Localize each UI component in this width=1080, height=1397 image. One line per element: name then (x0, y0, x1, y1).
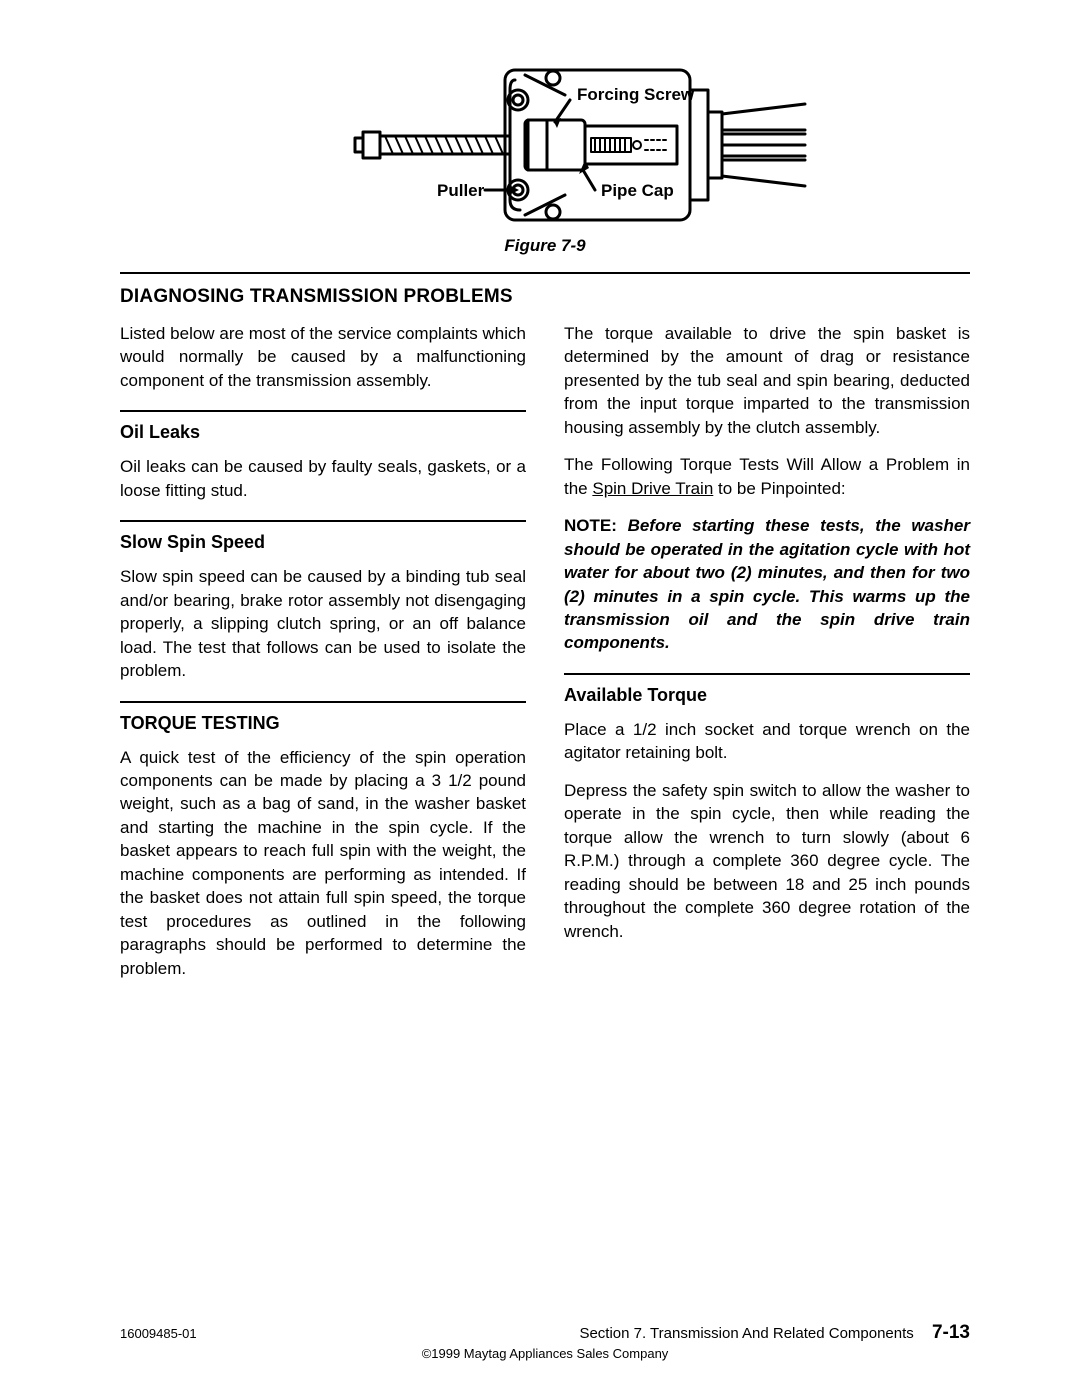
footer-page-number: 7-13 (932, 1322, 970, 1343)
note-body: Before starting these tests, the washer … (564, 516, 970, 652)
label-puller: Puller (437, 181, 485, 200)
left-column: Listed below are most of the service com… (120, 322, 526, 994)
label-forcing-screw: Forcing Screw (577, 85, 695, 104)
rule-col (120, 701, 526, 703)
available-torque-p2: Depress the safety spin switch to allow … (564, 779, 970, 943)
spin-drive-train-underline: Spin Drive Train (592, 479, 713, 498)
note-paragraph: NOTE: Before starting these tests, the w… (564, 514, 970, 655)
service-manual-page: Forcing Screw Puller Pipe Cap Figure 7-9… (0, 0, 1080, 1397)
heading-diagnosing: DIAGNOSING TRANSMISSION PROBLEMS (120, 286, 970, 308)
rule-col (564, 673, 970, 675)
puller-diagram-svg: Forcing Screw Puller Pipe Cap (265, 60, 825, 230)
oil-leaks-body: Oil leaks can be caused by faulty seals,… (120, 455, 526, 502)
rule-full (120, 272, 970, 274)
heading-available-torque: Available Torque (564, 685, 970, 706)
rule-col (120, 520, 526, 522)
note-label: NOTE: (564, 516, 628, 535)
heading-torque-testing: TORQUE TESTING (120, 713, 526, 734)
rule-col (120, 410, 526, 412)
label-pipe-cap: Pipe Cap (601, 181, 674, 200)
figure-7-9: Forcing Screw Puller Pipe Cap Figure 7-9 (265, 60, 825, 256)
footer-section: Section 7. Transmission And Related Comp… (579, 1322, 970, 1344)
torque-available-paragraph: The torque available to drive the spin b… (564, 322, 970, 439)
footer-section-text: Section 7. Transmission And Related Comp… (579, 1325, 913, 1342)
torque-testing-body: A quick test of the efficiency of the sp… (120, 746, 526, 981)
footer-copyright: ©1999 Maytag Appliances Sales Company (120, 1346, 970, 1361)
right-column: The torque available to drive the spin b… (564, 322, 970, 994)
heading-slow-spin: Slow Spin Speed (120, 532, 526, 553)
intro-paragraph: Listed below are most of the service com… (120, 322, 526, 392)
following-suffix: to be Pinpointed: (713, 479, 845, 498)
footer-doc-id: 16009485-01 (120, 1326, 197, 1341)
available-torque-p1: Place a 1/2 inch socket and torque wrenc… (564, 718, 970, 765)
page-footer: 16009485-01 Section 7. Transmission And … (120, 1322, 970, 1361)
slow-spin-body: Slow spin speed can be caused by a bindi… (120, 565, 526, 682)
heading-oil-leaks: Oil Leaks (120, 422, 526, 443)
two-column-body: Listed below are most of the service com… (120, 322, 970, 994)
following-tests-paragraph: The Following Torque Tests Will Allow a … (564, 453, 970, 500)
figure-caption: Figure 7-9 (265, 236, 825, 256)
